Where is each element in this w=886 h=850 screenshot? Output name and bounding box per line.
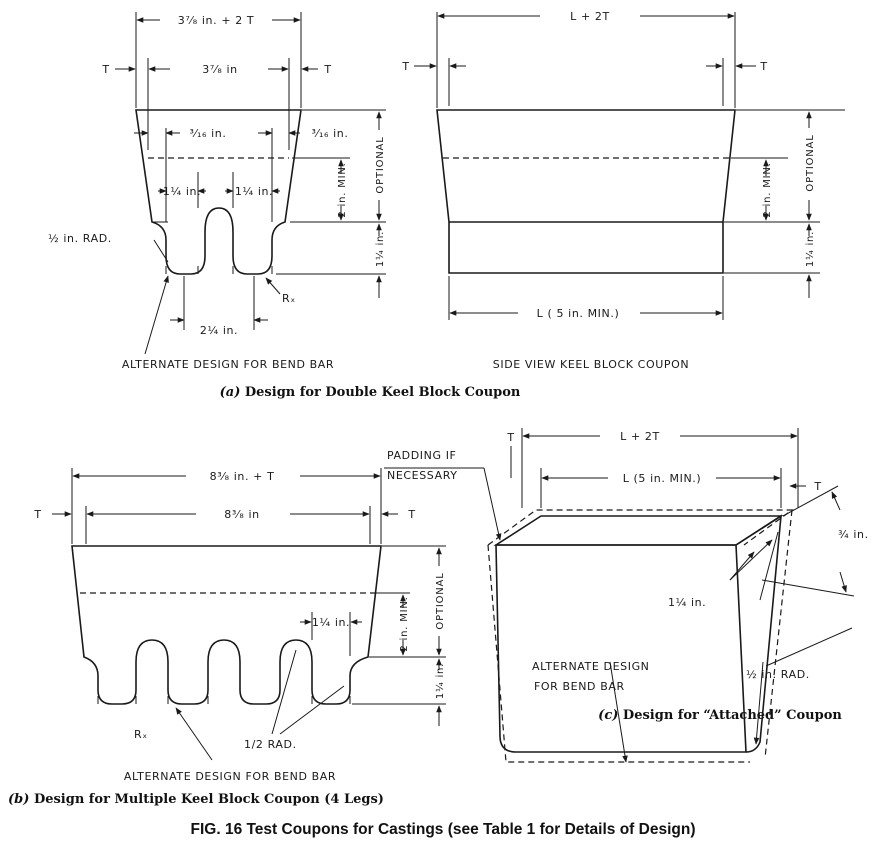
side-view-top-dim-label: L + 2T	[570, 10, 610, 23]
double-keel-offset-left-label: ³⁄₁₆ in.	[190, 127, 227, 140]
attached-coupon-front-face	[495, 544, 747, 753]
double-keel-two-min-label: 2 in. MIN.	[337, 162, 348, 217]
double-keel-one-quarter-label: 1¼ in.	[374, 231, 386, 267]
multiple-keel-t-left-label: T	[33, 508, 41, 521]
multiple-keel-optional-label: OPTIONAL	[435, 572, 446, 629]
multiple-keel-one-quarter-label: 1¼ in.	[434, 663, 446, 699]
multiple-keel-overall-width-label: 8³⁄₈ in. + T	[210, 470, 275, 483]
double-keel-front-view	[135, 109, 302, 275]
attached-coupon-one-quarter-label: 1¼ in.	[668, 596, 706, 609]
double-keel-alt-design-label: ALTERNATE DESIGN FOR BEND BAR	[122, 358, 334, 371]
double-keel-spacing-label: 2¼ in.	[200, 324, 238, 337]
multiple-keel-t-right-label: T	[407, 508, 415, 521]
double-keel-rx-label: Rₓ	[282, 292, 296, 305]
side-view-two-min-label: 2 in. MIN.	[762, 162, 773, 217]
attached-coupon-three-quarter-label: ¾ in.	[838, 528, 869, 541]
attached-coupon-length-label: L (5 in. MIN.)	[623, 472, 702, 485]
side-view-keel-block: L + 2T T T 2 in. MIN. OPTIONAL 1¼ in. L …	[401, 10, 845, 371]
side-view-optional-label: OPTIONAL	[805, 134, 816, 191]
double-keel-t-left-label: T	[101, 63, 109, 76]
double-keel-inner-width-label: 3⁷⁄₈ in	[202, 63, 237, 76]
multiple-keel-outline	[71, 545, 382, 705]
multiple-keel-rad-label: 1/2 RAD.	[244, 738, 297, 751]
side-view-note: SIDE VIEW KEEL BLOCK COUPON	[493, 358, 689, 371]
attached-coupon-t-right-label: T	[813, 480, 821, 493]
multiple-keel-view: 8³⁄₈ in. + T T 8³⁄₈ in T 1¼ in. 2 in. MI…	[33, 468, 446, 783]
double-keel-outline	[135, 109, 302, 275]
side-view-bottom-dim-label: L ( 5 in. MIN.)	[537, 307, 620, 320]
multiple-keel-rx-label: Rₓ	[134, 728, 148, 741]
attached-coupon-note-2: FOR BEND BAR	[534, 680, 625, 693]
side-view-one-quarter-label: 1¼ in.	[804, 231, 816, 267]
attached-coupon-padding-1: PADDING IF	[387, 449, 456, 462]
double-keel-rad-label: ½ in. RAD.	[48, 232, 112, 245]
double-keel-overall-width-label: 3⁷⁄₈ in. + 2 T	[178, 14, 255, 27]
figure-title: FIG. 16 Test Coupons for Castings (see T…	[191, 821, 696, 838]
double-keel-optional-label: OPTIONAL	[375, 136, 386, 193]
double-keel-leg-right-label: 1¼ in.	[235, 185, 273, 198]
double-keel-dimensions: 3⁷⁄₈ in. + 2 T T 3⁷⁄₈ in T ³⁄₁₆ in. ³⁄₁₆…	[48, 12, 386, 371]
side-view-outline	[436, 109, 736, 274]
double-keel-offset-right-label: ³⁄₁₆ in.	[312, 127, 349, 140]
multiple-keel-inner-width-label: 8³⁄₈ in	[224, 508, 259, 521]
caption-b: (b) Design for Multiple Keel Block Coupo…	[8, 792, 384, 807]
side-view-t-right-label: T	[759, 60, 767, 73]
double-keel-t-right-label: T	[323, 63, 331, 76]
caption-a: (a) Design for Double Keel Block Coupon	[220, 385, 521, 400]
attached-coupon-padding-2: NECESSARY	[387, 469, 458, 482]
attached-coupon-top-dim-label: L + 2T	[620, 430, 660, 443]
attached-coupon-note-1: ALTERNATE DESIGN	[532, 660, 650, 673]
double-keel-leg-left-label: 1¼ in.	[163, 185, 201, 198]
multiple-keel-leg-label: 1¼ in.	[312, 616, 350, 629]
attached-coupon-side-face	[735, 514, 782, 753]
attached-coupon-top-face	[493, 515, 784, 546]
side-view-t-left-label: T	[401, 60, 409, 73]
attached-coupon-t-left-label: T	[506, 431, 514, 444]
attached-coupon-view: T L + 2T PADDING IF NECESSARY L (5 in. M…	[384, 428, 869, 763]
caption-c: (c) Design for “Attached” Coupon	[598, 708, 842, 723]
multiple-keel-two-min-label: 2 in. MIN.	[399, 596, 410, 651]
multiple-keel-alt-design-label: ALTERNATE DESIGN FOR BEND BAR	[124, 770, 336, 783]
attached-coupon-rad-label: ½ in. RAD.	[746, 668, 810, 681]
